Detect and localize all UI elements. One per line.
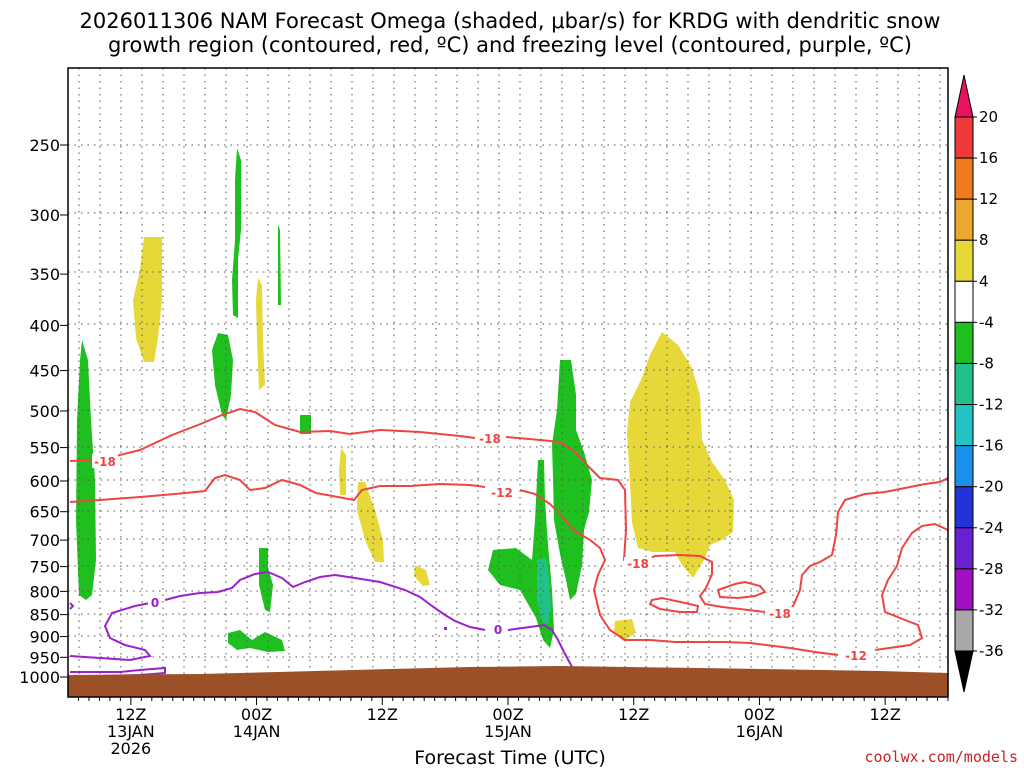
contour-label: -18 (479, 432, 501, 446)
y-tick-label: 500 (29, 402, 60, 421)
colorbar-label: -24 (979, 519, 1004, 537)
y-tick-label: 450 (29, 362, 60, 381)
omega-region (300, 415, 311, 434)
y-tick-label: 950 (29, 648, 60, 667)
colorbar-label: 12 (979, 190, 998, 208)
colorbar-label: 4 (979, 272, 989, 290)
contour-label: -12 (491, 486, 513, 500)
contour-label: 0 (494, 623, 502, 637)
y-tick-label: 550 (29, 439, 60, 458)
colorbar-label: -28 (979, 560, 1004, 578)
credit-text: coolwx.com/models (864, 748, 1018, 766)
grid (68, 68, 948, 697)
contour-label: -18 (627, 557, 649, 571)
x-tick-label: 00Z (241, 705, 272, 724)
omega-positive-regions (133, 237, 734, 641)
contour-zero (69, 570, 573, 668)
omega-region (259, 548, 273, 612)
omega-region (414, 565, 430, 586)
chart-title-line-1: 2026011306 NAM Forecast Omega (shaded, μ… (80, 9, 941, 33)
colorbar-swatch (954, 568, 974, 611)
y-tick-label: 650 (29, 503, 60, 522)
y-tick-label: 850 (29, 606, 60, 625)
omega-region (339, 448, 346, 495)
colorbar-swatch (954, 362, 974, 406)
x-tick-label: 00Z (744, 705, 775, 724)
y-tick-label: 250 (29, 136, 60, 155)
omega-region (256, 278, 265, 390)
omega-region (212, 333, 233, 420)
colorbar-swatch (954, 321, 974, 364)
contour-label: -18 (769, 607, 791, 621)
y-tick-label: 750 (29, 558, 60, 577)
plot-background (68, 68, 948, 697)
y-tick-label: 1000 (19, 668, 60, 687)
y-tick-label: 300 (29, 206, 60, 225)
x-tick-label: 12Z (115, 705, 146, 724)
x-tick-label: 12Z (367, 705, 398, 724)
y-tick-label: 800 (29, 582, 60, 601)
colorbar-label: 8 (979, 231, 989, 249)
colorbar-label: 20 (979, 108, 998, 126)
x-tick-label: 15JAN (484, 722, 532, 741)
y-tick-label: 700 (29, 531, 60, 550)
colorbar-label: -12 (979, 396, 1004, 414)
contour-label: -12 (845, 649, 867, 663)
colorbar-top-arrow (954, 74, 974, 118)
contour-minus18-closed (648, 596, 700, 613)
freezing-level-dot (444, 627, 447, 630)
x-tick-label: 12Z (618, 705, 649, 724)
colorbar-swatch (954, 239, 974, 282)
colorbar-swatch (954, 116, 974, 159)
x-tick-label: 2026 (110, 739, 151, 758)
colorbar-swatch (954, 198, 974, 241)
colorbar-label: -4 (979, 313, 994, 331)
x-tick-label: 14JAN (233, 722, 281, 741)
x-axis-title: Forecast Time (UTC) (414, 747, 605, 768)
colorbar-swatch (954, 486, 974, 529)
omega-region (232, 148, 241, 318)
x-tick-label: 00Z (492, 705, 523, 724)
omega-region (278, 225, 281, 305)
contour-label: -18 (94, 455, 116, 469)
chart-title-line-2: growth region (contoured, red, ºC) and f… (108, 33, 912, 57)
colorbar-swatch (954, 404, 974, 447)
contour-minus12-right (779, 477, 949, 621)
y-tick-label: 600 (29, 472, 60, 491)
omega-region (133, 237, 162, 362)
x-tick-label: 12Z (869, 705, 900, 724)
colorbar-label: -32 (979, 601, 1004, 619)
colorbar-swatch (954, 445, 974, 488)
x-tick-label: 16JAN (736, 722, 784, 741)
colorbar-swatch (954, 157, 974, 200)
omega-region (357, 482, 384, 562)
y-tick-label: 350 (29, 265, 60, 284)
x-tick-label: 13JAN (107, 722, 155, 741)
omega-region (627, 332, 734, 578)
contour-minus12 (69, 473, 949, 656)
colorbar-swatch (954, 527, 974, 570)
colorbar-label: -20 (979, 478, 1004, 496)
colorbar-label: -36 (979, 642, 1004, 660)
omega-region (76, 340, 96, 600)
colorbar-swatch (954, 609, 974, 652)
y-tick-label: 900 (29, 628, 60, 647)
contour-label: 0 (151, 596, 159, 610)
terrain (68, 666, 948, 697)
colorbar: 20 16 12 8 4 -4 -8 -12 -16 -20 -24 -28 -32 -36 (954, 74, 1004, 693)
y-tick-label: 400 (29, 316, 60, 335)
contour-label-group: -18 -18 -18 -18 -12 -12 0 0 (92, 432, 874, 663)
colorbar-bottom-arrow (954, 650, 974, 693)
colorbar-label: -16 (979, 437, 1004, 455)
colorbar-label: -8 (979, 354, 994, 372)
plot-area: -18 -18 -18 -18 -12 -12 0 0 (67, 67, 949, 698)
y-axis: 250 300 350 400 450 500 550 600 650 700 750 800 850 9… (19, 136, 68, 687)
colorbar-label: 16 (979, 149, 998, 167)
contour-zero-edge (69, 602, 75, 610)
colorbar-swatch (954, 280, 974, 323)
contour-minus18-closed (716, 580, 767, 600)
